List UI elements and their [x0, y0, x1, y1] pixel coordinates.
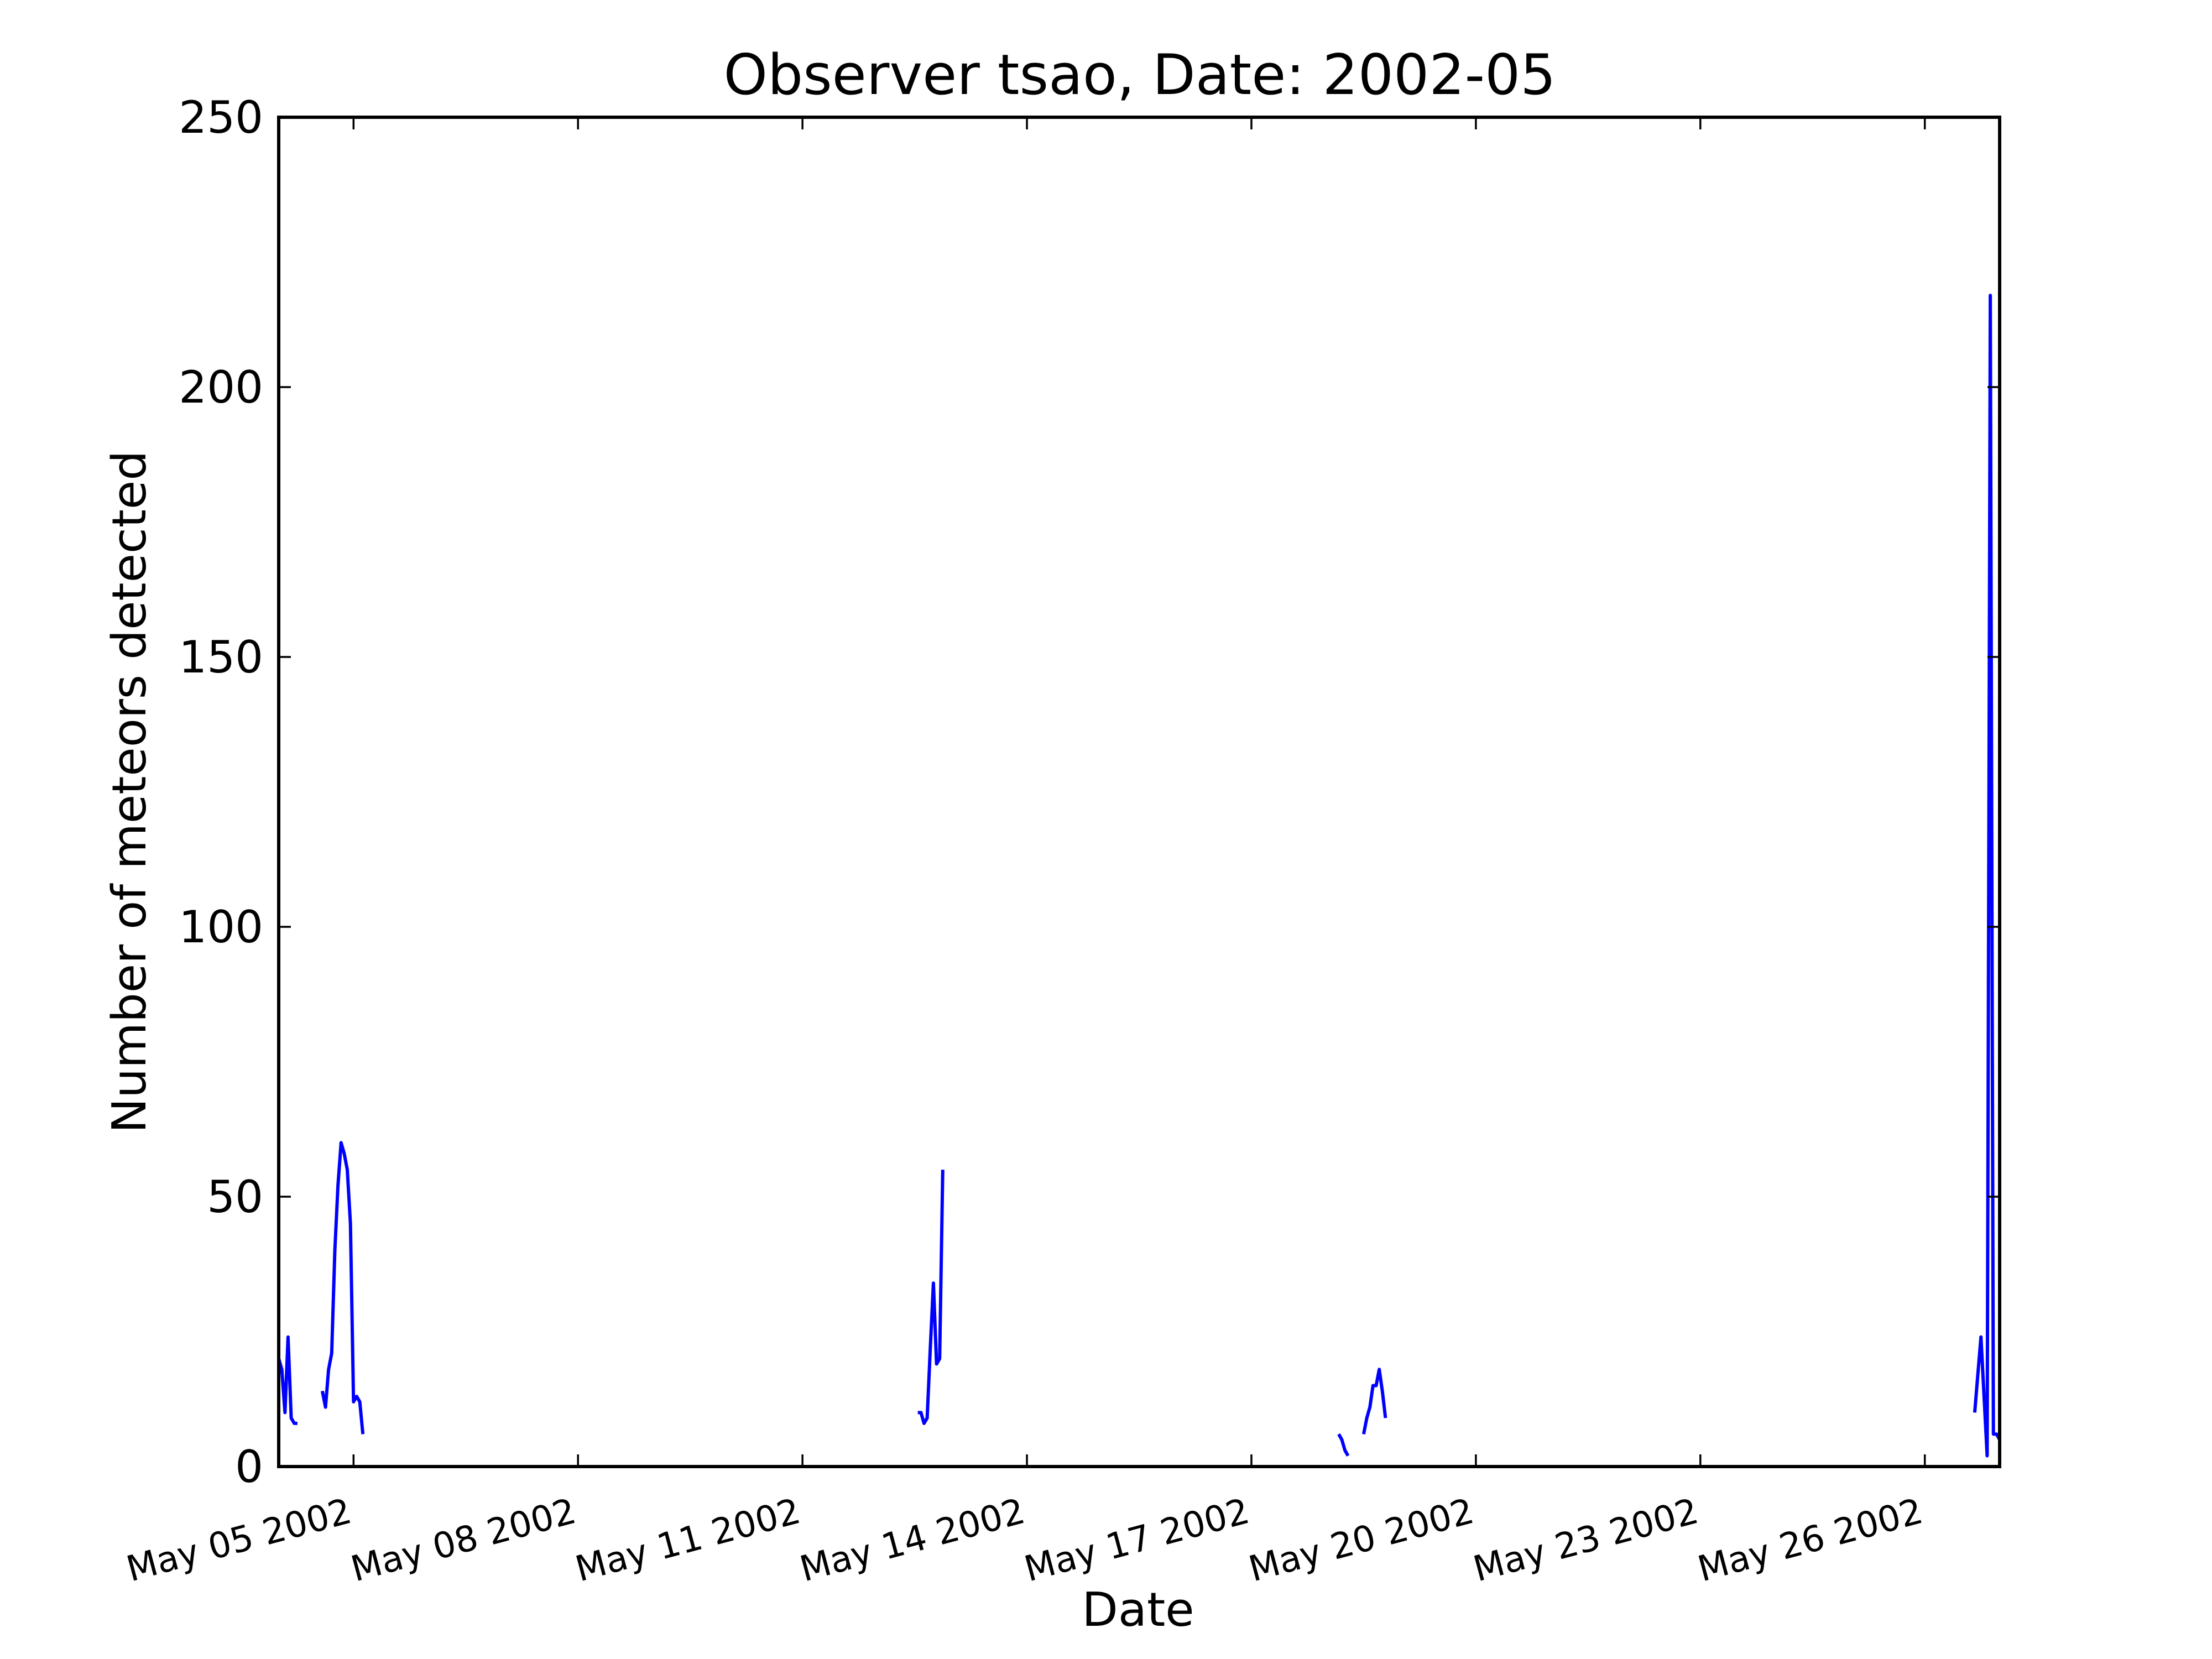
y-tick-label: 200: [179, 362, 263, 413]
y-axis-label: Number of meteors detected: [102, 451, 157, 1134]
y-tick-label: 100: [179, 901, 263, 953]
y-tick-label: 150: [179, 632, 263, 683]
x-axis-label: Date: [1082, 1583, 1194, 1637]
y-tick-label: 250: [179, 92, 263, 143]
y-tick-label: 50: [207, 1171, 263, 1223]
y-tick-label: 0: [235, 1441, 263, 1493]
chart-title: Observer tsao, Date: 2002-05: [723, 42, 1556, 107]
